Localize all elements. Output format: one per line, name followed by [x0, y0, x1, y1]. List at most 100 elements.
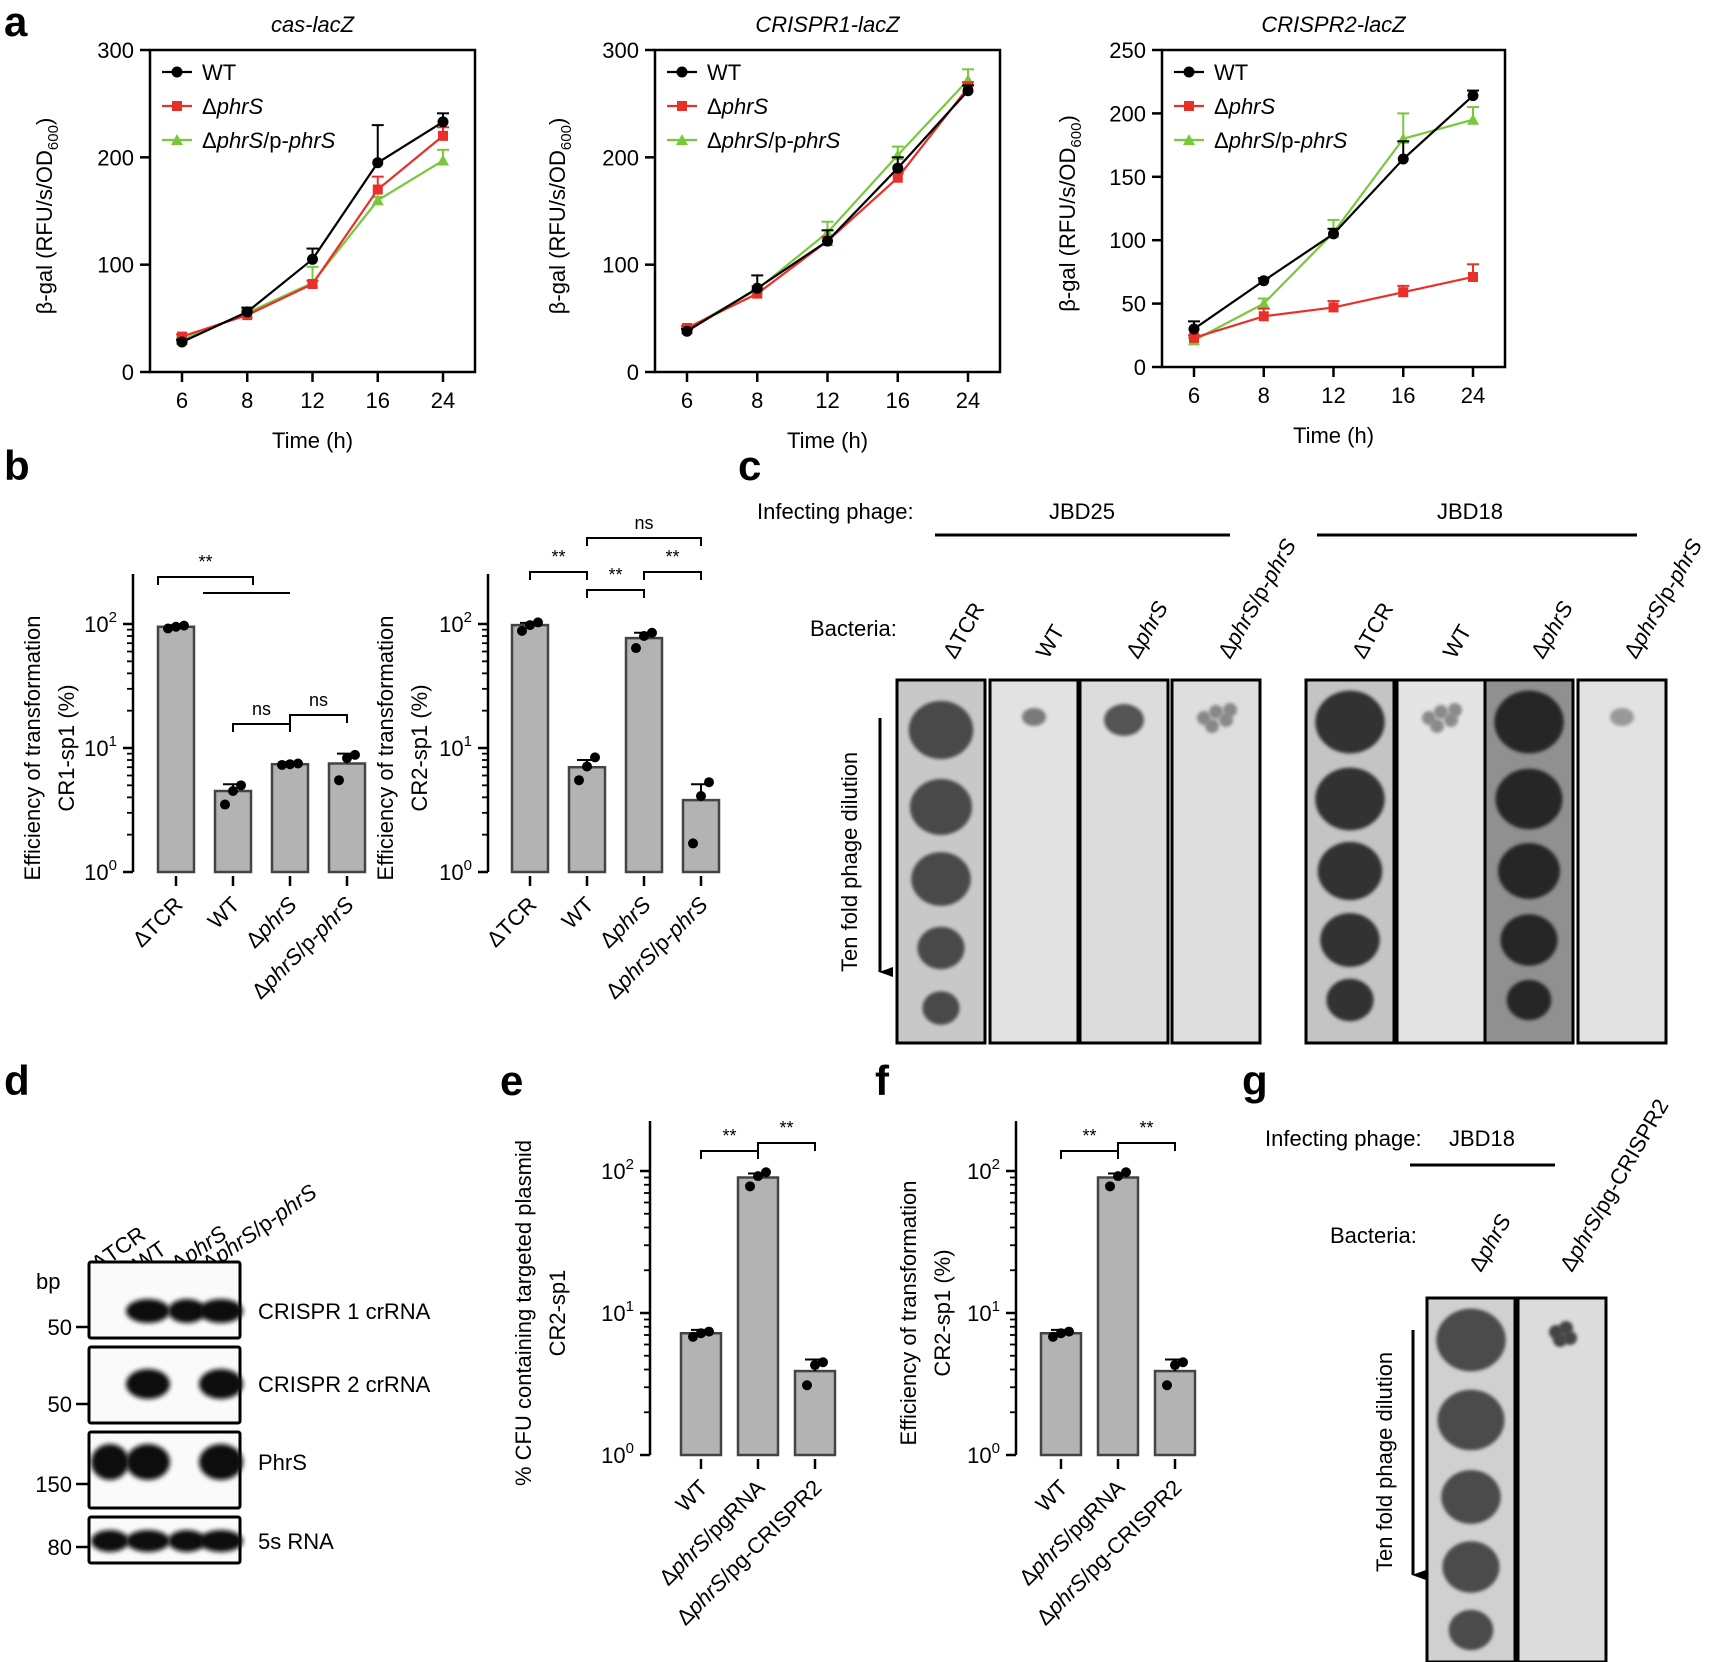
y-tick-label: 100	[601, 1440, 634, 1468]
bar	[510, 623, 550, 874]
plaque-spot	[1441, 1470, 1501, 1524]
series-line	[181, 135, 444, 338]
blot-band	[126, 1369, 170, 1399]
y-tick-label: 0	[627, 360, 639, 385]
panel-letter-b: b	[4, 442, 30, 489]
significance-bracket	[586, 537, 702, 546]
y-axis-label-line2: CR2-sp1 (%)	[930, 1249, 955, 1376]
data-point	[1258, 311, 1269, 322]
blot-band	[168, 1299, 206, 1323]
plaque-spot	[1430, 719, 1444, 733]
data-point	[810, 1360, 820, 1371]
legend-marker	[171, 66, 183, 78]
bar-chart-cfu-targeted-plasmid: 100101102WTΔphrS/pgRNAΔphrS/pg-CRISPR2% …	[511, 1118, 837, 1630]
blot-band	[126, 1444, 170, 1480]
data-point	[688, 1331, 698, 1342]
significance-label: **	[1082, 1126, 1096, 1146]
marker-label: 50	[48, 1315, 72, 1340]
plaque-strip	[1395, 678, 1487, 1045]
significance-label: ns	[252, 699, 271, 719]
y-tick-label: 50	[1122, 292, 1146, 317]
strain-label: WT	[1438, 620, 1477, 662]
g-phage-jbd18-label: JBD18	[1449, 1126, 1515, 1151]
data-point	[761, 1167, 771, 1178]
significance-label: ns	[309, 690, 328, 710]
x-tick-label: 6	[681, 388, 693, 413]
y-tick-label: 200	[602, 145, 639, 170]
plaque-spot	[917, 926, 965, 970]
data-point	[1121, 1167, 1131, 1178]
plaque-spot	[1209, 705, 1223, 719]
x-tick-label: WT	[1031, 1475, 1073, 1517]
legend-marker	[676, 66, 688, 78]
dilution-label: Ten fold phage dilution	[837, 752, 862, 972]
y-tick-label: 101	[439, 733, 472, 761]
data-point	[163, 623, 173, 634]
series-wt	[176, 112, 449, 348]
data-point	[704, 777, 714, 788]
x-tick-label: 8	[751, 388, 763, 413]
plaque-spot	[1442, 1541, 1500, 1593]
data-point	[437, 154, 449, 166]
data-point	[277, 759, 287, 770]
chart-title: CRISPR2-lacZ	[1261, 12, 1407, 37]
data-point	[517, 625, 527, 636]
plaque-spot	[1448, 703, 1462, 717]
data-point	[220, 799, 230, 810]
plaque-spot	[1434, 705, 1448, 719]
significance-label: **	[1139, 1118, 1153, 1138]
bar	[1153, 1369, 1197, 1457]
significance-label: **	[779, 1118, 793, 1138]
y-axis-label-line2: CR2-sp1 (%)	[407, 684, 432, 811]
plaque-spot	[1436, 1308, 1506, 1372]
y-tick-label: 0	[122, 360, 134, 385]
strain-label: ΔphrS	[1526, 597, 1578, 663]
x-axis-label: Time (h)	[272, 428, 353, 453]
legend-marker	[1183, 66, 1195, 78]
data-point	[892, 172, 903, 183]
data-point	[1162, 1380, 1172, 1391]
significance-bracket	[586, 589, 645, 598]
bar	[1039, 1332, 1083, 1457]
significance-bracket	[1117, 1142, 1176, 1151]
x-tick-label: 12	[300, 388, 324, 413]
blot-band	[199, 1299, 243, 1323]
data-point	[1048, 1331, 1058, 1342]
strain-label: ΔphrS	[1464, 1210, 1516, 1276]
data-point	[639, 631, 649, 642]
data-point	[371, 194, 384, 206]
significance-bracket	[529, 571, 588, 580]
g-strain-labels: ΔphrS ΔphrS/pg-CRISPR2	[1464, 1095, 1674, 1276]
strain-label: ΔphrS/p-phrS	[1213, 534, 1301, 662]
data-point	[334, 775, 344, 786]
chart-title: cas-lacZ	[271, 12, 356, 37]
x-tick-label: 24	[1461, 383, 1485, 408]
x-tick-label: 8	[241, 388, 253, 413]
data-point	[681, 325, 693, 337]
legend-marker	[1184, 101, 1194, 111]
plaque-spot	[1437, 1389, 1505, 1451]
data-point	[228, 786, 238, 797]
significance-bracket	[289, 714, 348, 723]
data-point	[1467, 90, 1479, 102]
bar	[681, 798, 721, 874]
legend-label: ΔphrS	[707, 94, 769, 119]
strain-label: WT	[1031, 620, 1070, 662]
legend-marker	[676, 134, 688, 145]
g-plaque-strips	[1425, 1296, 1608, 1662]
bar	[679, 1332, 723, 1457]
y-tick-label: 150	[1109, 165, 1146, 190]
series-dphrs	[1188, 263, 1479, 343]
marker-label: 80	[48, 1535, 72, 1560]
x-tick-label: 6	[176, 388, 188, 413]
panel-letter-f: f	[875, 1057, 890, 1104]
data-point	[1468, 271, 1478, 282]
y-tick-label: 102	[967, 1156, 1000, 1184]
data-point	[285, 759, 295, 770]
y-tick-label: 100	[84, 857, 117, 885]
plaque-strip	[1516, 1296, 1608, 1662]
data-point	[1105, 1181, 1115, 1192]
data-point	[350, 749, 360, 760]
bar	[156, 625, 196, 874]
